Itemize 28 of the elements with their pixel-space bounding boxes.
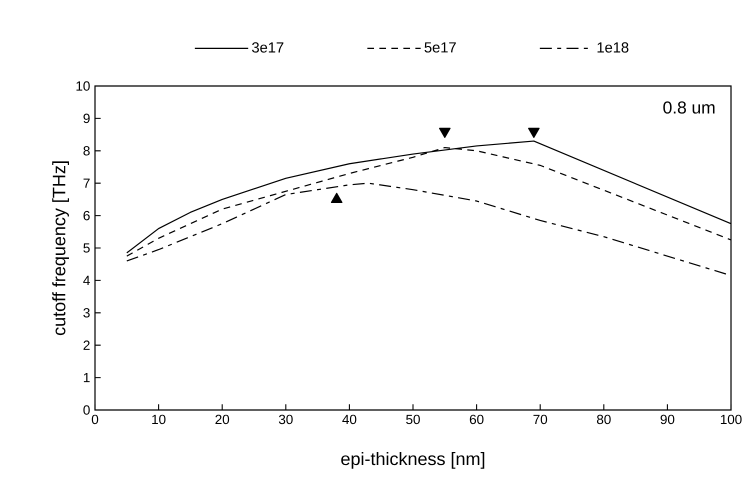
x-tick-label: 30: [278, 414, 293, 424]
x-tick-label: 10: [152, 414, 166, 424]
y-tick-label: 3: [83, 308, 90, 318]
y-axis-title: cutoff frequency [THz]: [52, 161, 69, 336]
x-tick-label: 20: [215, 414, 230, 424]
y-tick-label: 9: [84, 114, 90, 124]
x-axis-title: epi-thickness [nm]: [341, 452, 484, 469]
annotation: 0.8 um: [663, 101, 714, 114]
y-tick-label: 10: [76, 81, 90, 91]
x-tick-label: 100: [720, 414, 742, 424]
x-tick-label: 60: [470, 414, 484, 424]
y-tick-label: 2: [84, 340, 90, 350]
y-tick-label: 4: [83, 276, 90, 285]
x-tick-label: 90: [660, 414, 674, 424]
y-tick-label: 7: [84, 178, 90, 188]
legend-label: 1e18: [598, 42, 628, 53]
x-tick-label: 70: [533, 414, 548, 424]
legend-label: 3e17: [252, 42, 284, 53]
y-tick-label: 5: [83, 243, 90, 253]
x-tick-label: 80: [596, 414, 611, 424]
legend-label: 5e17: [424, 42, 456, 53]
y-tick-label: 0: [83, 405, 90, 415]
x-tick-label: 0: [92, 414, 98, 424]
y-tick-label: 8: [83, 146, 90, 156]
y-tick-label: 1: [84, 373, 90, 382]
x-tick-label: 40: [342, 414, 356, 424]
y-tick-label: 6: [84, 210, 90, 220]
x-tick-label: 50: [406, 414, 420, 424]
